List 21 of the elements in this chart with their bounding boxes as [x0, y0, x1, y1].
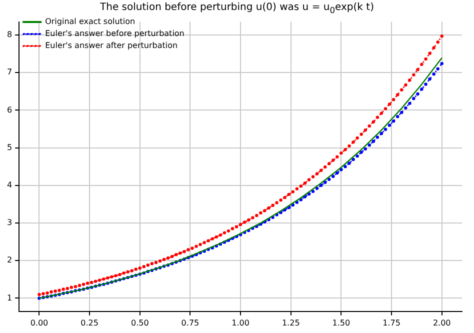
y-tick-label: 8 [6, 30, 12, 40]
x-tick-label: 1.25 [282, 318, 300, 328]
x-tick-label: 0.25 [80, 318, 98, 328]
y-tick-label: 1 [6, 293, 12, 302]
y-tick-label: 7 [6, 68, 12, 77]
y-tick-label: 2 [6, 256, 12, 265]
y-tick-label: 4 [6, 180, 12, 190]
legend-label: Euler's answer before perturbation [45, 29, 184, 38]
x-tick-label: 0.00 [30, 318, 48, 328]
chart-title: The solution before perturbing u(0) was u = u$_{0}$exp(k t) [99, 2, 375, 15]
y-tick-label: 3 [6, 218, 12, 228]
x-tick-label: 1.75 [382, 318, 400, 328]
x-tick-label: 1.00 [232, 318, 250, 328]
x-tick-label: 2.00 [432, 318, 451, 328]
x-tick-label: 0.50 [130, 318, 149, 328]
legend-label: Original exact solution [45, 17, 136, 26]
y-tick-label: 5 [6, 142, 12, 152]
x-tick-label: 0.75 [181, 318, 200, 328]
legend-label: Euler's answer after perturbation [45, 41, 178, 50]
y-tick-label: 6 [6, 105, 12, 114]
x-tick-label: 1.50 [332, 318, 350, 328]
